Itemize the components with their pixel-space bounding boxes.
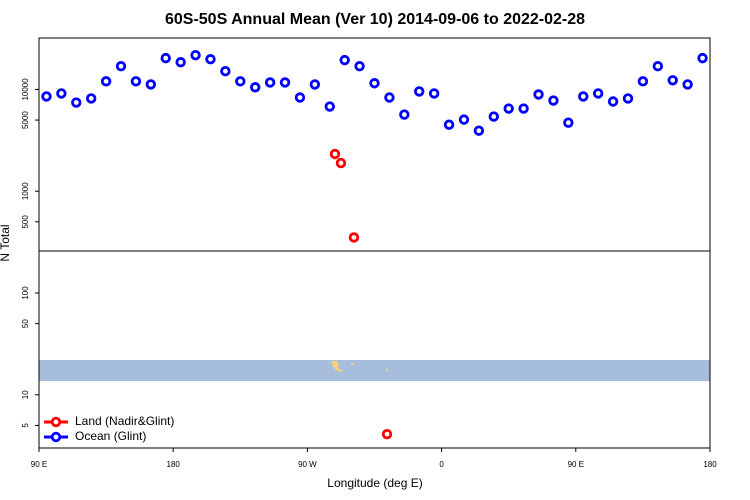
data-point: [652, 61, 664, 72]
data-point: [369, 78, 380, 89]
data-point: [175, 57, 186, 68]
data-point: [205, 54, 216, 65]
data-point: [145, 79, 157, 90]
y-tick-label: 5: [21, 423, 30, 428]
data-point: [697, 52, 708, 64]
x-tick-label: 0: [439, 460, 444, 469]
data-point: [130, 76, 142, 87]
y-tick-label: 5000: [21, 111, 30, 129]
legend-swatch-marker: [50, 416, 62, 428]
chart-title: 60S-50S Annual Mean (Ver 10) 2014-09-06 …: [165, 11, 585, 28]
data-point: [329, 148, 341, 160]
data-point: [235, 76, 246, 87]
data-point: [488, 111, 499, 122]
y-tick-label: 50: [21, 319, 30, 328]
data-point: [592, 88, 604, 99]
y-tick-label: 10: [21, 390, 30, 399]
map-land: [386, 369, 388, 371]
data-point: [71, 97, 82, 108]
map-land: [351, 363, 354, 365]
x-tick-label: 90 E: [31, 460, 47, 469]
data-point: [458, 114, 470, 125]
data-point: [250, 82, 261, 93]
data-point: [294, 92, 306, 103]
data-point: [335, 157, 347, 169]
data-point: [160, 52, 171, 64]
data-point: [399, 109, 410, 120]
data-point: [339, 54, 350, 66]
y-tick-label: 1000: [21, 182, 30, 200]
data-point: [41, 91, 52, 102]
data-point: [190, 49, 201, 61]
x-tick-label: 90 E: [568, 460, 584, 469]
legend-label: Ocean (Glint): [75, 429, 146, 443]
data-point: [384, 92, 395, 103]
x-tick-label: 90 W: [298, 460, 317, 469]
x-axis-label: Longitude (deg E): [327, 476, 422, 490]
plot-frame: [38, 37, 711, 449]
data-point: [264, 77, 276, 88]
data-point: [279, 77, 291, 88]
data-point: [381, 428, 393, 440]
data-point: [637, 76, 649, 87]
data-point: [607, 96, 619, 107]
data-point: [518, 103, 529, 114]
map-land: [331, 361, 344, 372]
y-tick-label: 10000: [21, 78, 30, 101]
data-point: [578, 91, 589, 102]
data-point: [428, 88, 440, 99]
data-point: [115, 61, 127, 72]
data-point: [622, 93, 634, 104]
y-axis-label: N Total: [0, 224, 12, 261]
legend-label: Land (Nadir&Glint): [75, 414, 174, 428]
data-point: [100, 76, 112, 87]
data-point: [563, 117, 574, 128]
data-point: [682, 79, 693, 90]
data-point: [348, 232, 360, 243]
data-point: [414, 86, 425, 97]
x-tick-label: 180: [703, 460, 717, 469]
data-point: [503, 103, 514, 114]
data-point: [443, 119, 455, 130]
data-point: [548, 95, 559, 106]
y-tick-label: 100: [21, 286, 30, 300]
data-point: [85, 93, 97, 104]
map-strip: [39, 360, 710, 381]
legend-swatch-marker: [50, 431, 62, 443]
data-point: [667, 75, 678, 86]
y-tick-label: 500: [21, 215, 30, 229]
data-point: [56, 88, 67, 99]
x-tick-label: 180: [167, 460, 181, 469]
data-point: [220, 66, 231, 77]
data-point: [309, 79, 321, 90]
data-point: [533, 89, 544, 100]
data-point: [473, 125, 485, 136]
data-point: [354, 61, 365, 72]
data-point: [324, 101, 335, 112]
